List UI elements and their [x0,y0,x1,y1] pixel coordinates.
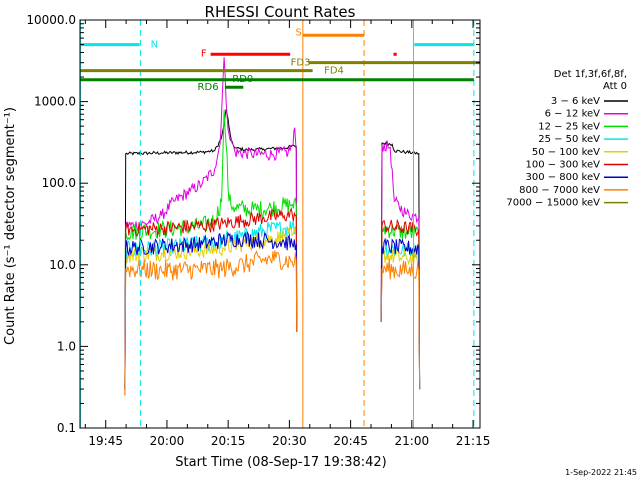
interval-bar-label-0: N [151,40,158,51]
series-line-5-segment-0 [124,206,298,390]
y-tick-label-0: 10000.0 [26,13,76,27]
interval-bar-label-3: F [201,48,207,59]
series-line-0-segment-0 [124,109,298,390]
x-tick-label-4: 20:45 [333,434,368,448]
legend-entry-label-3: 25 − 50 keV [538,134,600,145]
series-line-2-segment-0 [124,109,298,390]
legend-entry-label-8: 7000 − 15000 keV [506,198,600,209]
x-tick-label-3: 20:30 [272,434,307,448]
interval-bar-label-2: S [296,28,302,39]
y-axis-label: Count Rate (s⁻¹ detector segment⁻¹) [3,107,18,345]
y-tick-label-1: 1000.0 [34,95,76,109]
legend-entry-label-4: 50 − 100 keV [532,147,600,158]
axes-layer: 10000.0 1000.0 100.0 10.0 1.0 0.1 19:45 20:00 20… [26,13,490,448]
legend: Det 1f,3f,6f,8f,Att 03 − 6 keV 6 − 12 keV… [506,69,628,209]
interval-bar-label-8: RD6 [198,82,219,93]
x-tick-label-5: 21:00 [395,434,430,448]
y-tick-label-3: 10.0 [49,258,76,272]
footer-timestamp: 1-Sep-2022 21:45 [565,468,637,477]
x-tick-label-6: 21:15 [456,434,491,448]
legend-entry-label-7: 800 − 7000 keV [519,185,600,196]
x-tick-label-2: 20:15 [211,434,246,448]
interval-bar-label-7: RD0 [232,74,253,85]
interval-bar-label-5: FD3 [291,58,311,69]
x-axis-label: Start Time (08-Sep-17 19:38:42) [175,455,386,470]
plot-frame [79,19,481,429]
legend-header-0: Det 1f,3f,6f,8f, [554,69,627,80]
series-line-1-segment-0 [124,57,298,396]
interval-bars-layer: N S F FD3 FD4 RD0 RD6 [80,28,480,93]
y-tick-label-4: 1.0 [57,339,76,353]
series-line-7-segment-0 [124,250,298,396]
legend-entry-label-2: 12 − 25 keV [538,121,600,132]
y-tick-label-5: 0.1 [57,421,76,435]
interval-bar-label-6: FD4 [324,66,344,77]
x-tick-label-0: 19:45 [88,434,123,448]
y-tick-label-2: 100.0 [42,176,76,190]
series-line-6-segment-0 [124,230,298,390]
chart-title: RHESSI Count Rates [205,3,356,21]
legend-entry-label-5: 100 − 300 keV [525,160,600,171]
legend-entry-label-6: 300 − 800 keV [525,172,600,183]
legend-entry-label-1: 6 − 12 keV [545,109,601,120]
legend-entry-label-0: 3 − 6 keV [551,96,600,107]
vertical-lines-layer [79,20,475,428]
series-layer [124,57,421,396]
legend-header-1: Att 0 [603,81,627,92]
x-tick-label-1: 20:00 [150,434,185,448]
